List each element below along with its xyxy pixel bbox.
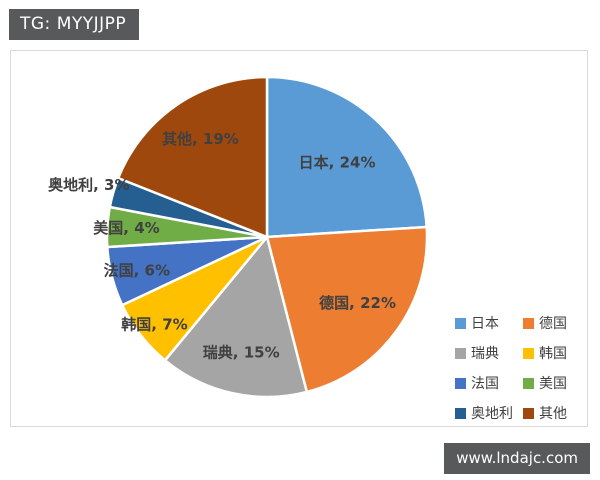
legend-label: 法国 [471, 376, 499, 392]
tag-badge: TG: MYYJJPP [9, 9, 140, 40]
legend-label: 韩国 [539, 346, 567, 362]
pie-slice [265, 225, 429, 394]
legend-swatch [523, 407, 534, 419]
pie-slice [116, 75, 269, 239]
chart-panel: 日本, 24% 德国, 22% 瑞典, 15% 韩国, 7% 法国, 6% 美国, 4% 奥… [10, 50, 588, 427]
legend-item: 其他 [523, 403, 567, 423]
legend-swatch [455, 347, 466, 359]
legend-swatch [455, 317, 466, 329]
pie-slice [265, 75, 428, 239]
pie-chart: 日本, 24% 德国, 22% 瑞典, 15% 韩国, 7% 法国, 6% 美国, 4% 奥… [48, 75, 429, 399]
legend-label: 美国 [539, 376, 567, 392]
legend-item: 法国 [455, 373, 513, 393]
chart-legend: 日本 德国瑞典 韩国法国 美国奥地利 其他 [455, 313, 567, 423]
legend-label: 奥地利 [471, 406, 513, 422]
legend-item: 德国 [523, 313, 567, 333]
slice-label: 美国, 4% [93, 219, 159, 237]
legend-swatch [523, 377, 534, 389]
legend-label: 德国 [539, 316, 567, 332]
legend-swatch [523, 317, 534, 329]
slice-label: 日本, 24% [299, 153, 376, 171]
legend-swatch [455, 377, 466, 389]
slice-label: 其他, 19% [162, 130, 239, 148]
watermark-url: www.lndajc.com [444, 443, 590, 474]
legend-label: 其他 [539, 406, 567, 422]
legend-swatch [455, 407, 466, 419]
slice-label: 瑞典, 15% [203, 344, 280, 362]
legend-item: 韩国 [523, 343, 567, 363]
legend-item: 奥地利 [455, 403, 513, 423]
slice-label: 德国, 22% [319, 294, 396, 312]
slice-label: 奥地利, 3% [48, 176, 129, 194]
pie-slice [163, 235, 309, 399]
legend-item: 日本 [455, 313, 513, 333]
legend-label: 瑞典 [471, 346, 499, 362]
legend-swatch [523, 347, 534, 359]
legend-item: 美国 [523, 373, 567, 393]
legend-label: 日本 [471, 316, 499, 332]
legend-item: 瑞典 [455, 343, 513, 363]
slice-label: 韩国, 7% [121, 315, 187, 333]
slice-label: 法国, 6% [104, 261, 170, 279]
